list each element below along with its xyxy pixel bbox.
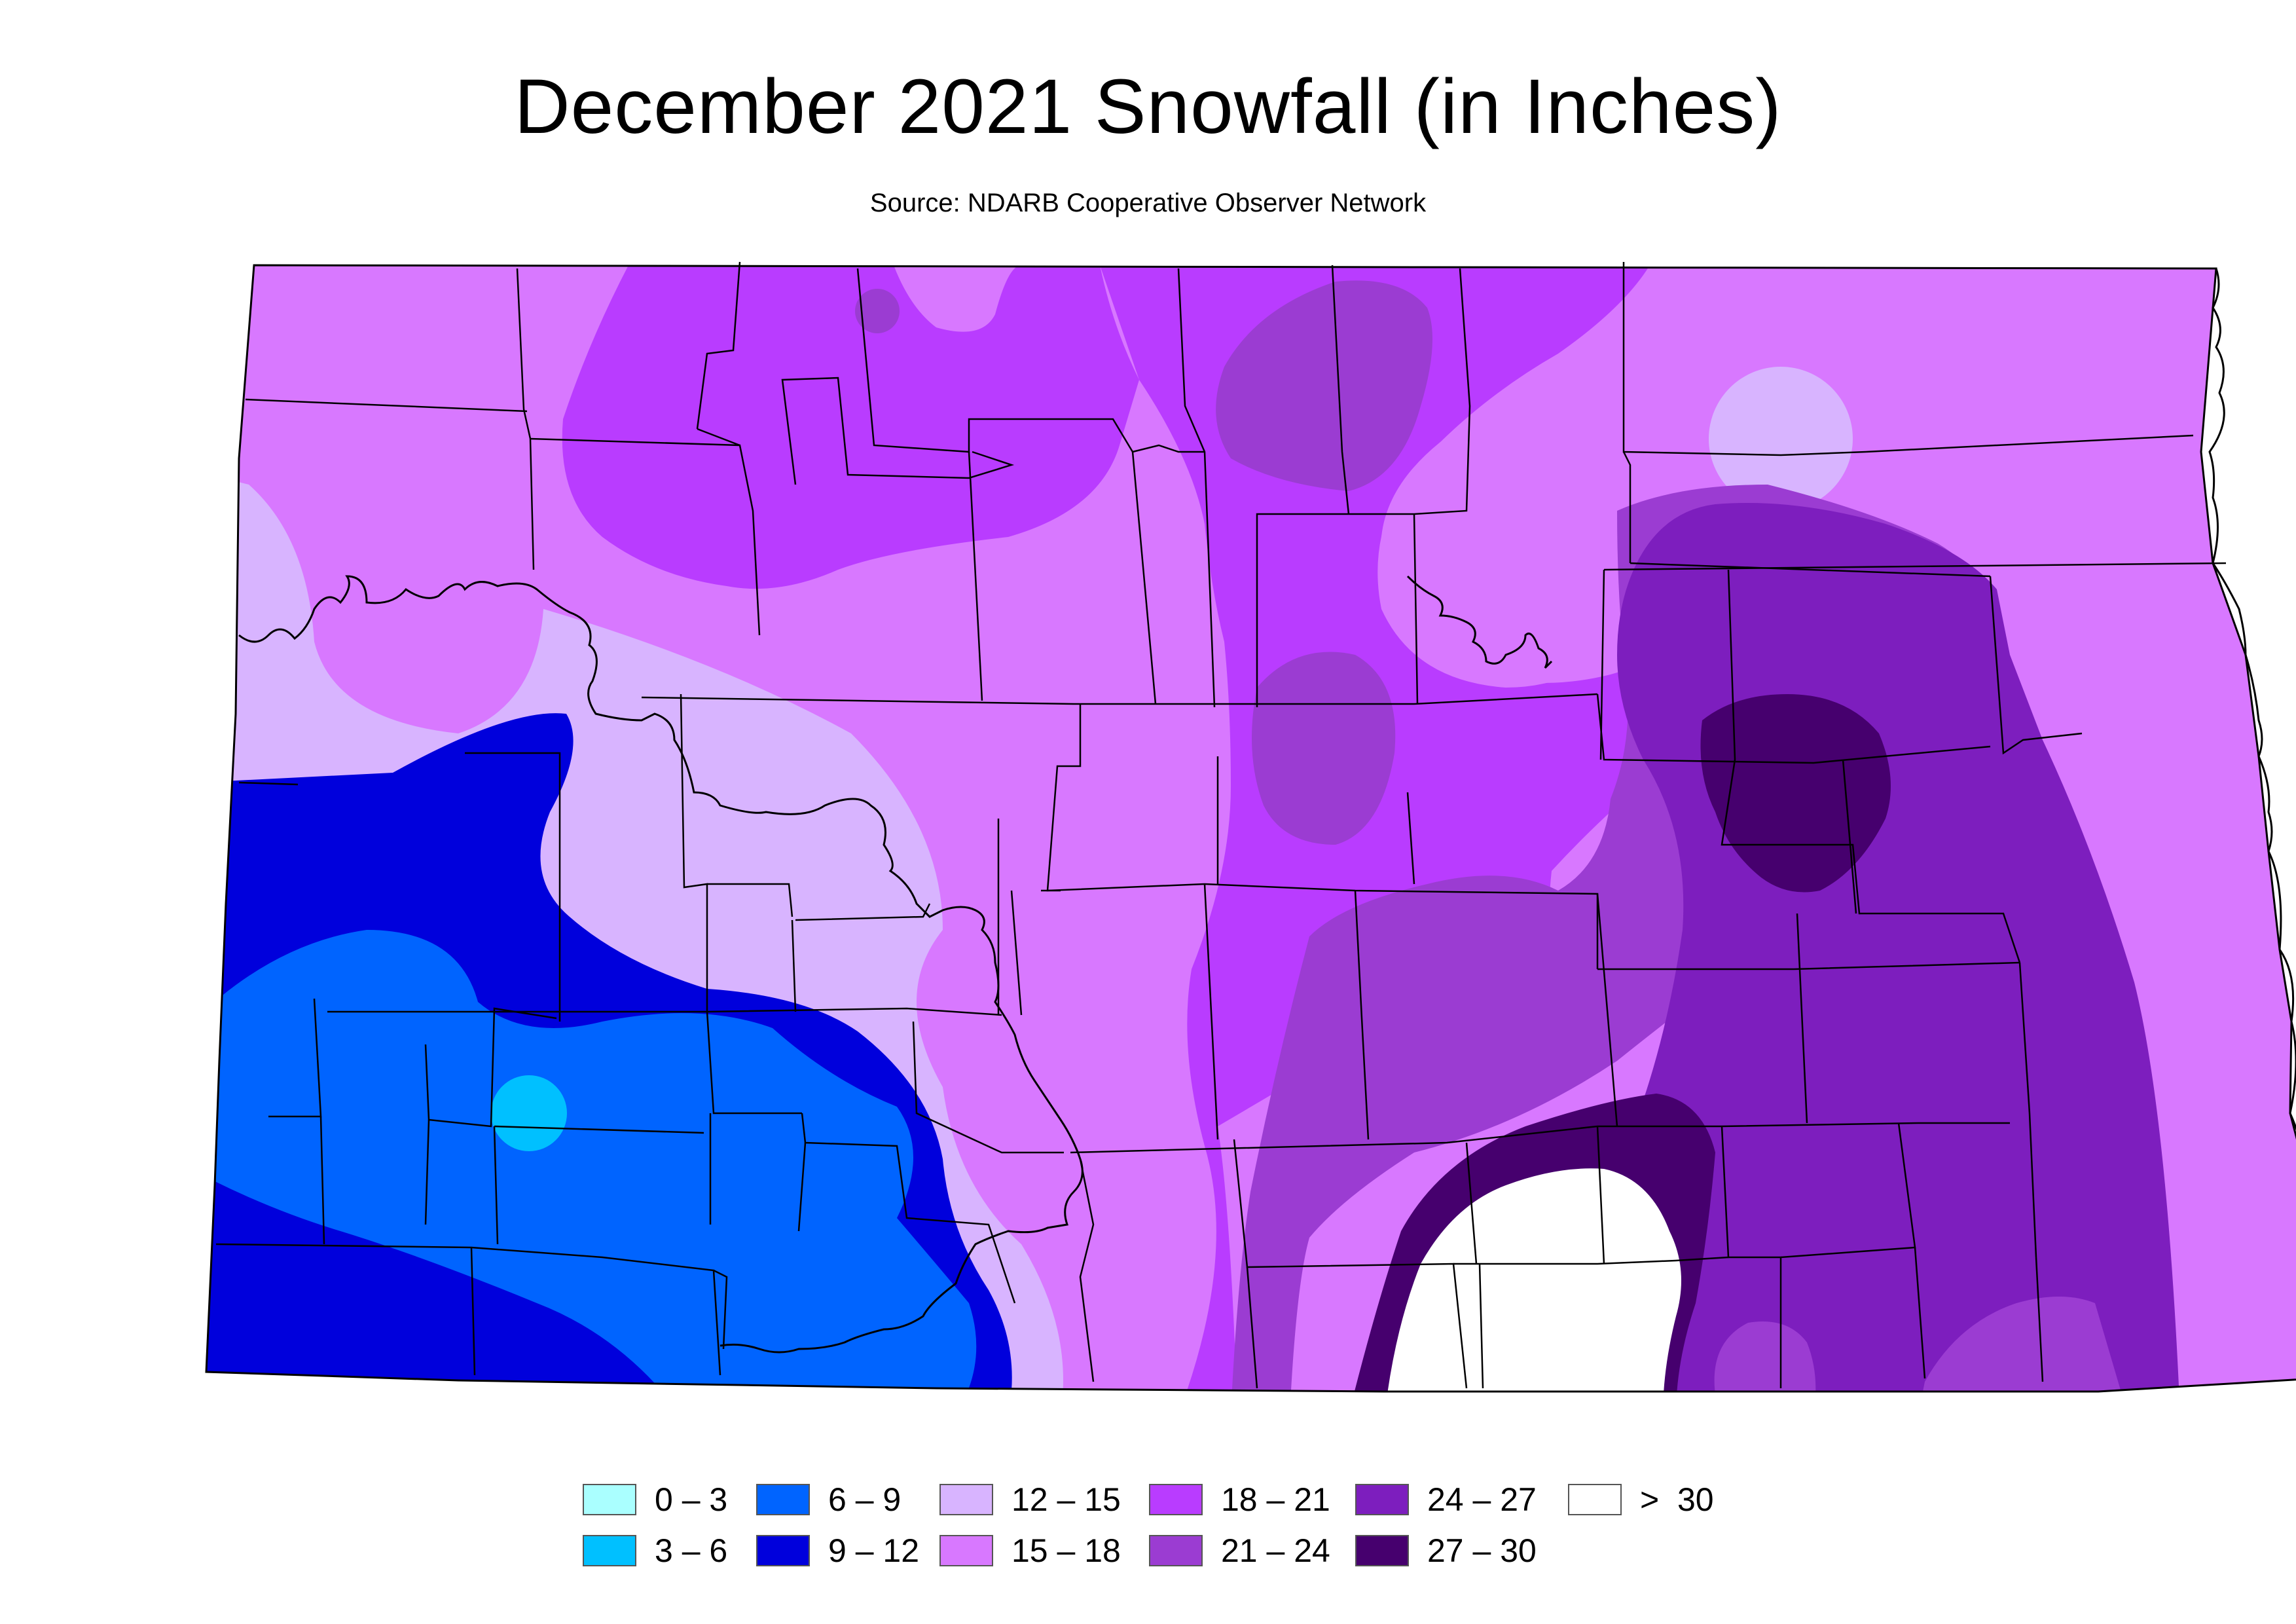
- legend-item: > 30: [1568, 1480, 1714, 1519]
- legend-swatch: [756, 1484, 810, 1515]
- legend-swatch: [1355, 1535, 1409, 1566]
- legend-label: 3 – 6: [655, 1532, 728, 1569]
- legend-item: 21 – 24: [1149, 1531, 1330, 1570]
- legend-label: 12 – 15: [1011, 1481, 1121, 1518]
- legend-swatch: [1149, 1484, 1203, 1515]
- legend-swatch: [1568, 1484, 1622, 1515]
- legend-label: 15 – 18: [1011, 1532, 1121, 1569]
- legend-item: 18 – 21: [1149, 1480, 1330, 1519]
- zone-21-24-northwest-spot: [855, 289, 900, 333]
- rivers: [238, 575, 1553, 1354]
- legend-label: > 30: [1640, 1481, 1714, 1518]
- legend-swatch: [583, 1535, 636, 1566]
- zone-18-21-central: [1100, 265, 1735, 1392]
- legend-label: 21 – 24: [1221, 1532, 1330, 1569]
- zone-3-6: [491, 1075, 567, 1151]
- red-river-border: [2208, 268, 2296, 1131]
- map-source: Source: NDARB Cooperative Observer Netwo…: [869, 189, 1427, 217]
- legend-label: 24 – 27: [1427, 1481, 1537, 1518]
- legend: 0 – 3 3 – 6 6 – 9 9 – 12 12 – 15 15 – 18…: [583, 1480, 1761, 1585]
- map-title: December 2021 Snowfall (in Inches): [514, 64, 1782, 150]
- legend-swatch: [1355, 1484, 1409, 1515]
- legend-item: 0 – 3: [583, 1480, 727, 1519]
- legend-swatch: [756, 1535, 810, 1566]
- legend-label: 27 – 30: [1427, 1532, 1537, 1569]
- legend-item: 24 – 27: [1355, 1480, 1537, 1519]
- legend-item: 12 – 15: [939, 1480, 1121, 1519]
- zone-27-30-east: [1700, 694, 1891, 893]
- zone-6-9: [206, 930, 977, 1392]
- zone-21-24-southeast-corner: [1918, 1297, 2128, 1392]
- legend-swatch: [583, 1484, 636, 1515]
- legend-swatch: [939, 1484, 993, 1515]
- legend-swatch: [1149, 1535, 1203, 1566]
- zone-21-24-central: [1252, 652, 1396, 845]
- state-outline: [205, 264, 2296, 1393]
- zone-18-21-north: [562, 265, 1139, 589]
- legend-label: 0 – 3: [655, 1481, 728, 1518]
- zone-21-24-north: [1216, 280, 1432, 491]
- legend-label: 18 – 21: [1221, 1481, 1330, 1518]
- legend-item: 27 – 30: [1355, 1531, 1537, 1570]
- legend-item: 9 – 12: [756, 1531, 919, 1570]
- legend-item: 15 – 18: [939, 1531, 1121, 1570]
- zone-12-15-northeast: [1709, 367, 1853, 511]
- legend-item: 6 – 9: [756, 1480, 901, 1519]
- legend-swatch: [939, 1535, 993, 1566]
- legend-item: 3 – 6: [583, 1531, 727, 1570]
- legend-label: 9 – 12: [828, 1532, 920, 1569]
- zone-over-30: [1385, 1168, 1681, 1392]
- county-boundaries: [215, 261, 2227, 1389]
- legend-label: 6 – 9: [828, 1481, 902, 1518]
